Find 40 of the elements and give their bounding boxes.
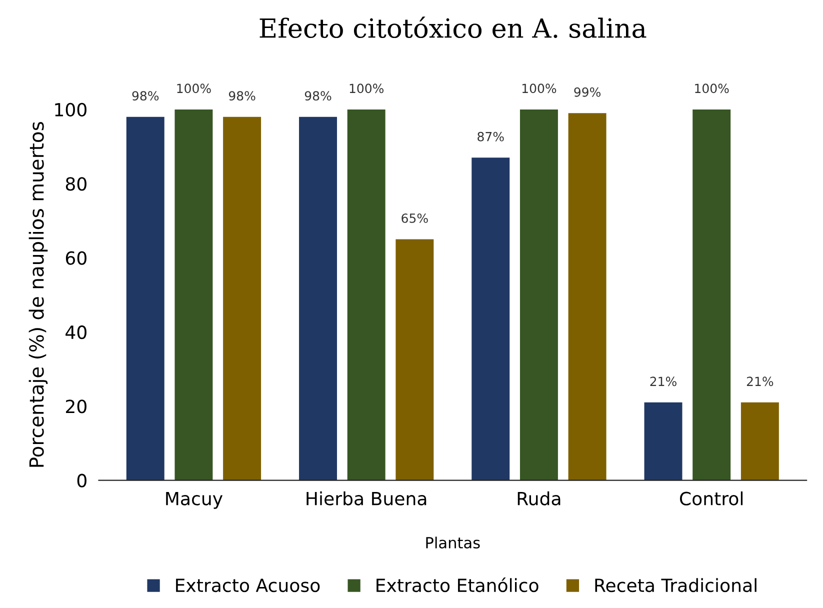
bar (692, 109, 731, 480)
legend-label: Extracto Etanólico (376, 577, 538, 592)
y-tick-label: 80 (66, 177, 86, 191)
x-tick-label: Macuy (166, 492, 223, 509)
data-label: 100% (522, 84, 556, 94)
data-label: 100% (695, 84, 729, 94)
y-tick-label: 100 (55, 102, 86, 117)
y-axis-title: Porcentaje (%) de nauplios muertos (28, 122, 48, 467)
y-tick-label: 0 (77, 474, 86, 488)
x-tick-label: Hierba Buena (306, 491, 426, 506)
bar (299, 116, 337, 480)
y-tick-label: 20 (66, 400, 86, 414)
x-tick-label: Ruda (518, 491, 560, 506)
data-label: 87% (478, 132, 504, 142)
data-label: 99% (574, 87, 601, 97)
data-label: 100% (350, 84, 384, 94)
x-tick-label: Control (680, 491, 743, 506)
data-label: 65% (402, 213, 428, 223)
bar (223, 116, 262, 480)
data-label: 21% (746, 376, 774, 386)
data-label: 98% (228, 91, 256, 101)
data-label: 98% (304, 91, 332, 101)
y-tick-label: 60 (66, 251, 86, 265)
bar (126, 116, 164, 480)
chart-title: Efecto citotóxico en A. salina (260, 16, 646, 38)
legend-label: Receta Tradicional (595, 578, 756, 592)
bar (520, 109, 558, 480)
bar (347, 109, 386, 480)
data-label: 98% (132, 91, 159, 101)
data-label: 21% (650, 376, 676, 386)
bar (740, 402, 779, 480)
y-tick-label: 40 (66, 325, 86, 340)
bar (174, 109, 213, 480)
bar (396, 239, 434, 480)
x-axis-title: Plantas (426, 536, 480, 549)
bar (472, 158, 510, 480)
bar (568, 113, 606, 480)
bar (644, 402, 682, 480)
legend-label: Extracto Acuoso (176, 578, 320, 592)
data-label: 100% (177, 84, 211, 94)
